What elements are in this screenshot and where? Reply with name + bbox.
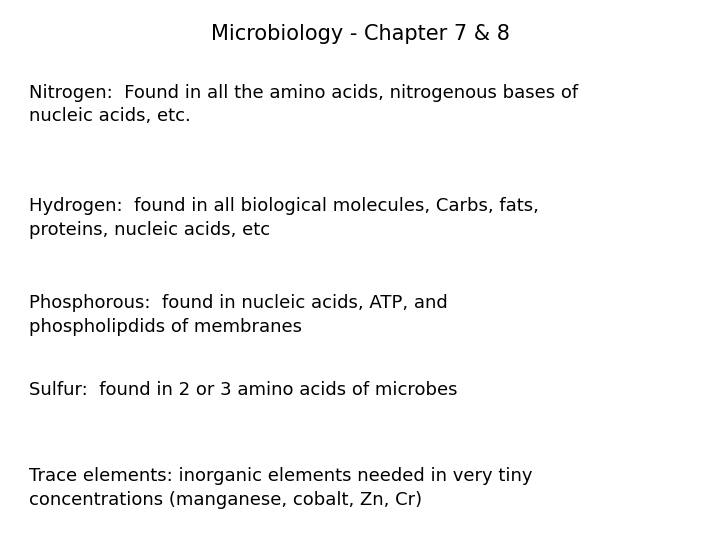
Text: Hydrogen:  found in all biological molecules, Carbs, fats,
proteins, nucleic aci: Hydrogen: found in all biological molecu… [29,197,539,239]
Text: Trace elements: inorganic elements needed in very tiny
concentrations (manganese: Trace elements: inorganic elements neede… [29,467,532,509]
Text: Phosphorous:  found in nucleic acids, ATP, and
phospholipdids of membranes: Phosphorous: found in nucleic acids, ATP… [29,294,448,336]
Text: Sulfur:  found in 2 or 3 amino acids of microbes: Sulfur: found in 2 or 3 amino acids of m… [29,381,457,399]
Text: Nitrogen:  Found in all the amino acids, nitrogenous bases of
nucleic acids, etc: Nitrogen: Found in all the amino acids, … [29,84,578,125]
Text: Microbiology - Chapter 7 & 8: Microbiology - Chapter 7 & 8 [210,24,510,44]
